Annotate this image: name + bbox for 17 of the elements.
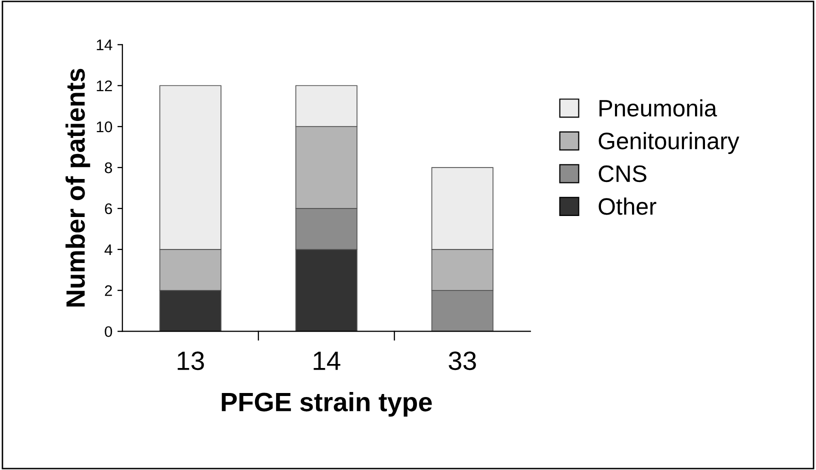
y-tick-label: 4 xyxy=(104,244,112,255)
y-tick-label: 6 xyxy=(104,203,112,214)
x-tick-label: 13 xyxy=(178,351,204,370)
y-axis-title: Number of patients xyxy=(66,68,90,306)
x-axis-title: PFGE strain type xyxy=(222,392,432,417)
legend-label: Other xyxy=(598,198,656,215)
y-tick-label: 10 xyxy=(96,121,112,132)
legend-label: Genitourinary xyxy=(598,132,740,154)
legend-label: CNS xyxy=(598,165,646,182)
legend-label: Pneumonia xyxy=(600,99,718,117)
y-tick-label: 2 xyxy=(104,285,112,296)
x-tick-label: 33 xyxy=(448,351,476,370)
y-tick-label: 0 xyxy=(104,326,112,338)
y-tick-label: 14 xyxy=(96,40,112,50)
x-tick-label: 14 xyxy=(314,352,340,370)
y-tick-label: 12 xyxy=(96,80,112,92)
y-tick-label: 8 xyxy=(104,162,112,174)
